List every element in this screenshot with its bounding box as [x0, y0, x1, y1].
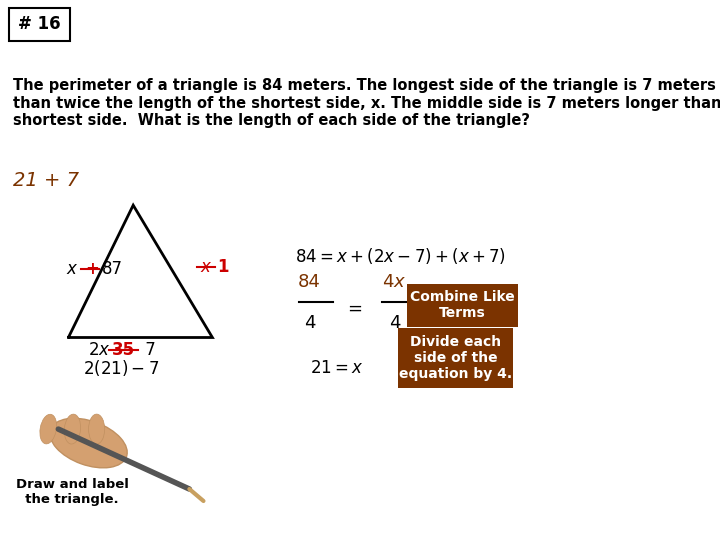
- Text: $2(21) - 7$: $2(21) - 7$: [83, 358, 159, 379]
- Text: The perimeter of a triangle is 84 meters. The longest side of the triangle is 7 : The perimeter of a triangle is 84 meters…: [13, 78, 720, 128]
- Text: 4: 4: [304, 314, 315, 332]
- Text: 21 + 7: 21 + 7: [13, 171, 79, 190]
- Text: +: +: [85, 260, 99, 278]
- Text: # 16: # 16: [18, 15, 60, 33]
- Text: 7: 7: [140, 341, 156, 359]
- Bar: [398, 328, 513, 388]
- Text: 35: 35: [112, 341, 135, 359]
- Text: x: x: [200, 258, 210, 276]
- Text: 87: 87: [102, 260, 123, 278]
- Text: $4x$: $4x$: [382, 273, 407, 291]
- Text: $x$: $x$: [66, 260, 78, 278]
- Text: $84 = x + (2x - 7) + (x + 7)$: $84 = x + (2x - 7) + (x + 7)$: [295, 246, 506, 267]
- Bar: [9, 8, 70, 40]
- Text: Divide each
side of the
equation by 4.: Divide each side of the equation by 4.: [399, 335, 513, 381]
- Text: 4: 4: [389, 314, 400, 332]
- Text: Combine Like
Terms: Combine Like Terms: [410, 290, 515, 320]
- Bar: [407, 284, 518, 327]
- Text: =: =: [348, 300, 362, 318]
- Text: $21 = x$: $21 = x$: [310, 359, 363, 377]
- Text: 1: 1: [217, 258, 229, 276]
- Text: $2x$: $2x$: [88, 341, 110, 359]
- Text: 84: 84: [298, 273, 321, 291]
- Text: Draw and label
  the triangle.: Draw and label the triangle.: [16, 478, 129, 506]
